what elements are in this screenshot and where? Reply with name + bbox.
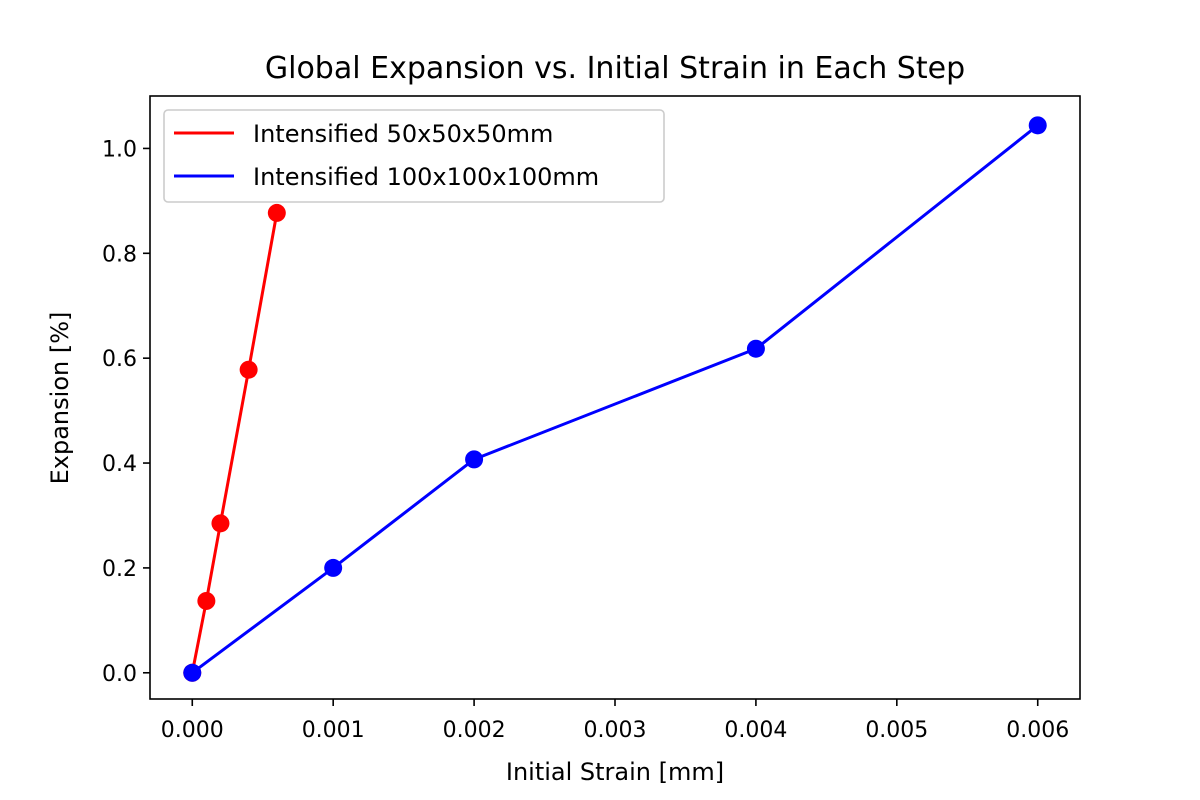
data-point — [183, 663, 202, 682]
legend-entry: Intensified 50x50x50mm — [253, 120, 553, 148]
legend-entry: Intensified 100x100x100mm — [253, 163, 599, 191]
y-tick-label: 1.0 — [102, 137, 137, 162]
legend-box — [163, 109, 665, 203]
series-2 — [183, 116, 1047, 682]
data-point — [239, 360, 258, 379]
data-point — [465, 450, 484, 469]
chart-title: Global Expansion vs. Initial Strain in E… — [265, 51, 965, 86]
y-tick-label: 0.0 — [102, 662, 137, 687]
series-layer — [183, 116, 1047, 682]
x-tick-label: 0.002 — [443, 718, 506, 743]
y-tick-label: 0.2 — [102, 557, 137, 582]
data-point — [746, 339, 765, 358]
x-tick-label: 0.006 — [1006, 718, 1069, 743]
x-tick-label: 0.004 — [724, 718, 787, 743]
x-axis-label: Initial Strain [mm] — [506, 758, 724, 786]
y-axis-ticks: 0.0 0.2 0.4 0.6 0.8 1.0 — [102, 137, 150, 687]
x-tick-label: 0.000 — [161, 718, 224, 743]
data-point — [197, 591, 216, 610]
y-axis-label: Expansion [%] — [46, 312, 74, 485]
data-point — [324, 558, 343, 577]
x-axis-ticks: 0.000 0.001 0.002 0.003 0.004 0.005 0.006 — [161, 699, 1069, 743]
data-point — [1028, 116, 1047, 135]
y-tick-label: 0.8 — [102, 242, 137, 267]
data-point — [211, 514, 230, 533]
y-tick-label: 0.4 — [102, 452, 137, 477]
legend: Intensified 50x50x50mm Intensified 100x10… — [163, 109, 665, 203]
x-tick-label: 0.003 — [584, 718, 647, 743]
data-point — [267, 203, 286, 222]
y-tick-label: 0.6 — [102, 347, 137, 372]
x-tick-label: 0.001 — [302, 718, 365, 743]
x-tick-label: 0.005 — [865, 718, 928, 743]
